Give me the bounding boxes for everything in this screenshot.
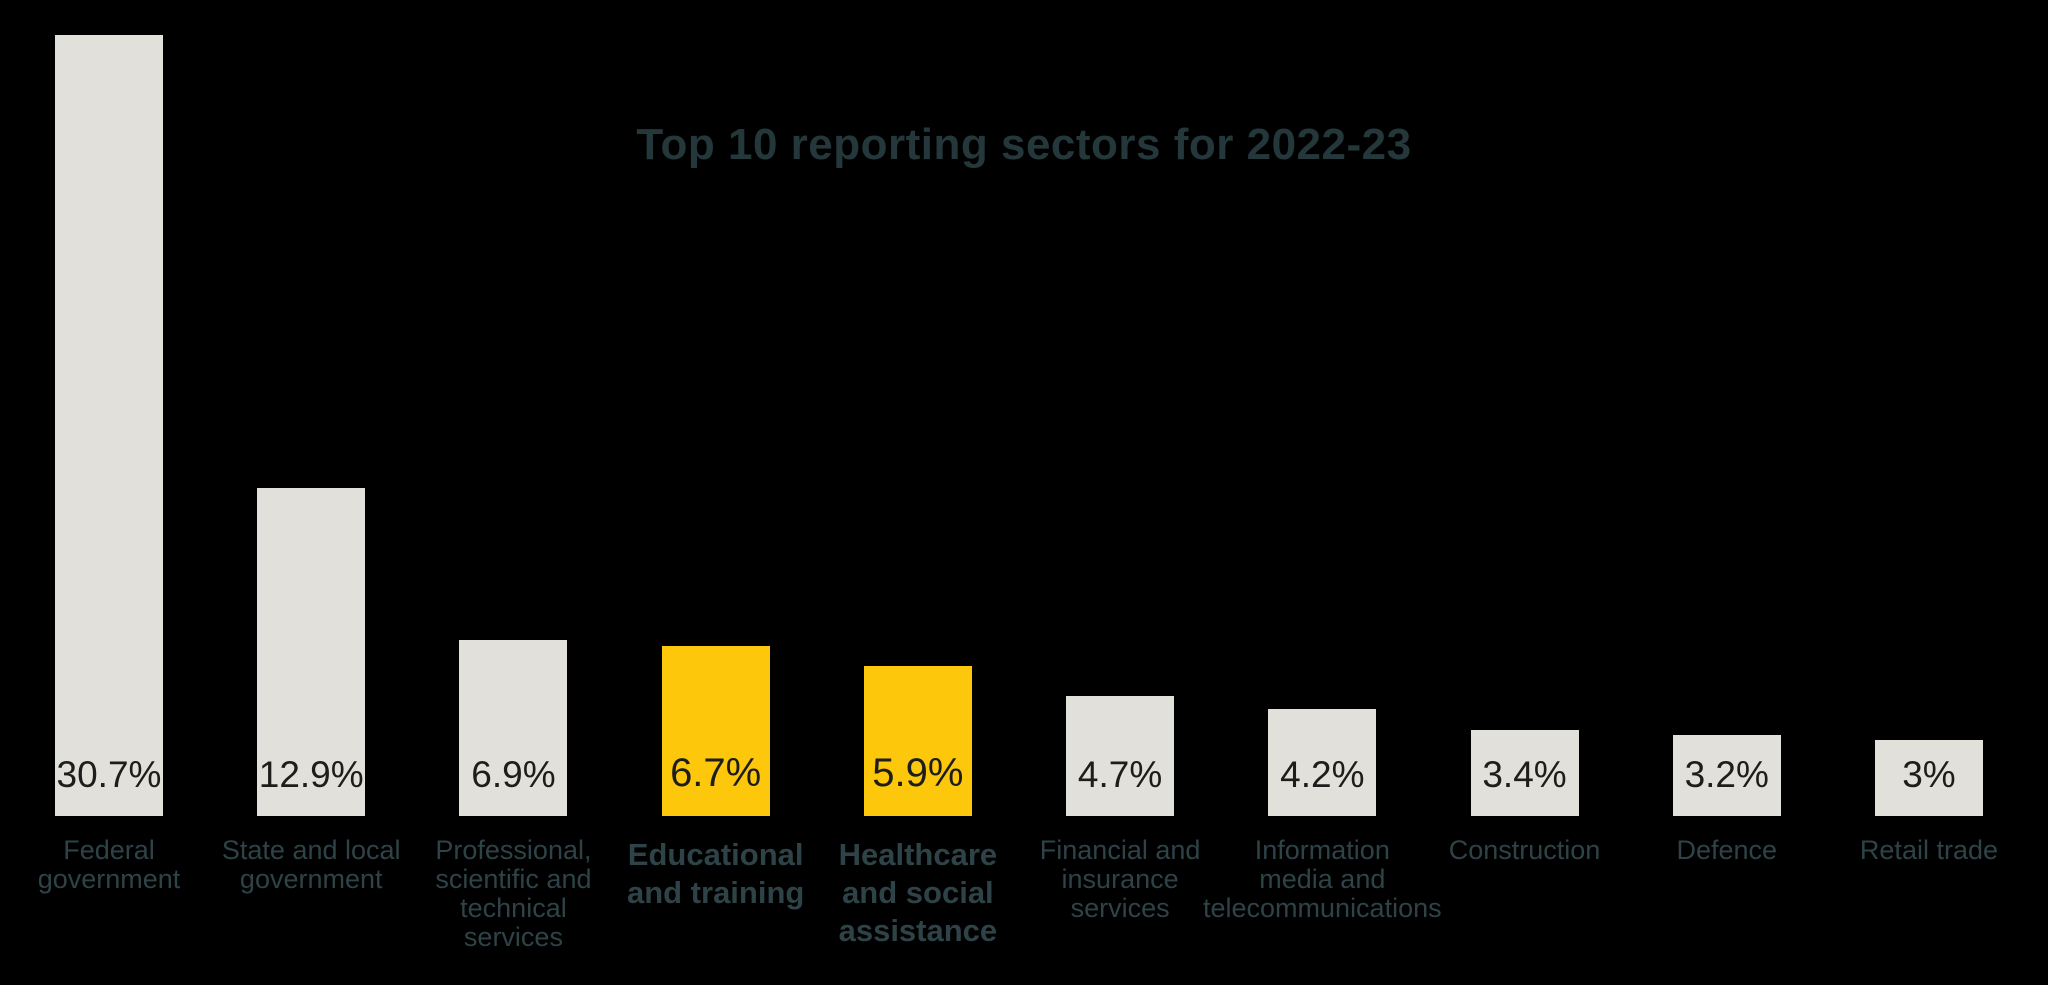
bar-retail-trade: 3% bbox=[1874, 740, 1983, 816]
chart-title: Top 10 reporting sectors for 2022-23 bbox=[636, 120, 1412, 169]
category-label-defence: Defence bbox=[1676, 835, 1778, 865]
bar-value-label-retail-trade: 3% bbox=[1902, 754, 1956, 795]
bar-construction: 3.4% bbox=[1470, 730, 1579, 816]
bar-healthcare-and-social: 5.9% bbox=[863, 666, 972, 816]
category-label-information-media-and: Information media and telecommunications bbox=[1203, 835, 1442, 923]
bar-value-label-healthcare-and-social: 5.9% bbox=[872, 751, 964, 795]
bar-value-label-financial-and-insurance: 4.7% bbox=[1077, 754, 1163, 795]
bar-educational-and-training: 6.7% bbox=[661, 646, 770, 816]
category-label-healthcare-and-social: Healthcare and social assistance bbox=[838, 837, 998, 948]
category-label-financial-and-insurance: Financial and insurance services bbox=[1039, 835, 1201, 923]
bar-value-label-state-and-local-government: 12.9% bbox=[258, 754, 364, 795]
category-label-federal-government: Federal government bbox=[37, 835, 181, 894]
bar-value-label-federal-government: 30.7% bbox=[56, 754, 162, 795]
category-label-educational-and-training: Educational and training bbox=[626, 837, 805, 910]
category-label-professional-scientific-and: Professional, scientific and technical s… bbox=[435, 835, 592, 952]
category-label-retail-trade: Retail trade bbox=[1859, 835, 1998, 865]
category-label-construction: Construction bbox=[1448, 835, 1601, 865]
bar-defence: 3.2% bbox=[1672, 735, 1781, 816]
bar-financial-and-insurance: 4.7% bbox=[1066, 696, 1175, 816]
bar-information-media-and: 4.2% bbox=[1268, 709, 1377, 816]
category-label-state-and-local-government: State and local government bbox=[221, 835, 401, 894]
bar-value-label-information-media-and: 4.2% bbox=[1280, 754, 1365, 795]
bar-value-label-defence: 3.2% bbox=[1684, 754, 1769, 795]
bar-value-label-construction: 3.4% bbox=[1482, 754, 1567, 795]
bar-state-and-local-government: 12.9% bbox=[257, 488, 366, 816]
bar-value-label-educational-and-training: 6.7% bbox=[670, 751, 762, 795]
bar-professional-scientific-and: 6.9% bbox=[459, 640, 568, 816]
bar-value-label-professional-scientific-and: 6.9% bbox=[471, 754, 556, 795]
bar-federal-government: 30.7% bbox=[55, 35, 163, 816]
